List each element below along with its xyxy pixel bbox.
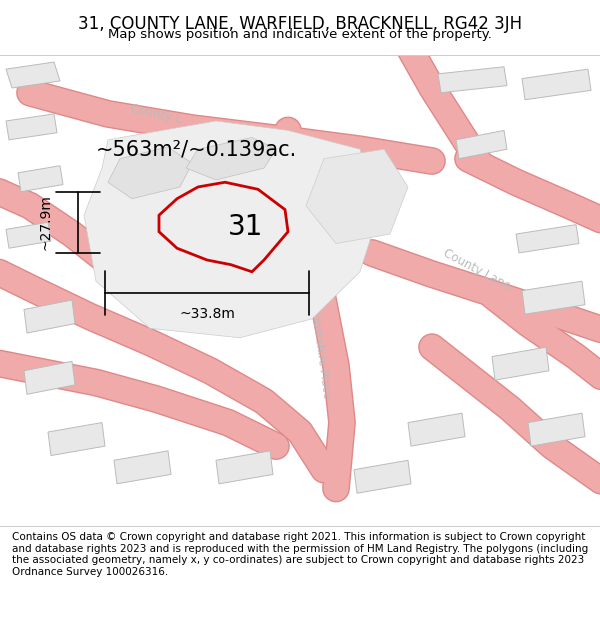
Text: 31: 31 <box>228 213 263 241</box>
Polygon shape <box>84 121 378 338</box>
Polygon shape <box>6 222 51 248</box>
Polygon shape <box>6 62 60 88</box>
Polygon shape <box>108 147 192 199</box>
Polygon shape <box>528 413 585 446</box>
Polygon shape <box>114 451 171 484</box>
Text: Map shows position and indicative extent of the property.: Map shows position and indicative extent… <box>108 28 492 41</box>
Polygon shape <box>456 131 507 159</box>
Text: ~563m²/~0.139ac.: ~563m²/~0.139ac. <box>96 139 297 159</box>
Text: 31, COUNTY LANE, WARFIELD, BRACKNELL, RG42 3JH: 31, COUNTY LANE, WARFIELD, BRACKNELL, RG… <box>78 16 522 33</box>
Text: County L: County L <box>129 102 183 126</box>
Text: ~27.9m: ~27.9m <box>38 194 52 250</box>
Polygon shape <box>516 224 579 253</box>
Polygon shape <box>306 149 408 244</box>
Polygon shape <box>216 451 273 484</box>
Polygon shape <box>522 69 591 100</box>
Polygon shape <box>6 114 57 140</box>
Text: Contains OS data © Crown copyright and database right 2021. This information is : Contains OS data © Crown copyright and d… <box>12 532 588 577</box>
Text: Yorkshire Place: Yorkshire Place <box>310 314 332 399</box>
Polygon shape <box>48 422 105 456</box>
Polygon shape <box>408 413 465 446</box>
Polygon shape <box>354 460 411 493</box>
Polygon shape <box>438 67 507 92</box>
Polygon shape <box>186 138 276 180</box>
Polygon shape <box>492 347 549 380</box>
Text: ~33.8m: ~33.8m <box>179 307 235 321</box>
Polygon shape <box>18 166 63 192</box>
Polygon shape <box>522 281 585 314</box>
Polygon shape <box>24 300 75 333</box>
Text: County Lane: County Lane <box>441 246 513 292</box>
Polygon shape <box>24 361 75 394</box>
